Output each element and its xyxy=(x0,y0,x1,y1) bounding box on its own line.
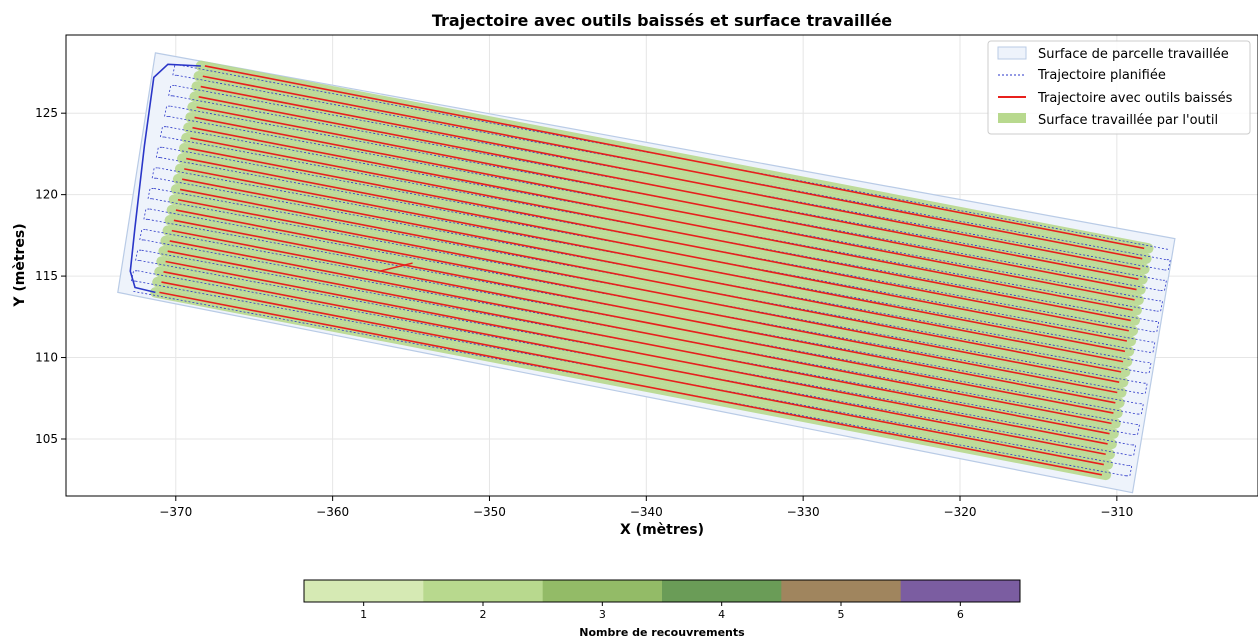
planned-turn xyxy=(1152,321,1160,333)
tool-pass xyxy=(165,260,1108,445)
tool-pass xyxy=(169,240,1112,425)
colorbar: 1 2 3 4 5 6 xyxy=(303,579,1021,621)
legend-label-tool: Trajectoire avec outils baissés xyxy=(1037,91,1233,106)
tool-pass xyxy=(198,96,1139,281)
colorbar-tick-label: 2 xyxy=(480,608,487,621)
colorbar-label: Nombre de recouvrements xyxy=(579,626,745,639)
planned-turn xyxy=(135,249,142,261)
colorbar-tick-label: 1 xyxy=(360,608,367,621)
x-tick-label: −340 xyxy=(630,505,663,519)
planned-turn xyxy=(147,188,155,200)
colorbar-segment xyxy=(662,580,782,602)
x-tick-label: −330 xyxy=(787,505,820,519)
planned-turn xyxy=(1133,423,1140,436)
tool-pass xyxy=(184,168,1126,353)
tool-pass xyxy=(190,137,1131,322)
tool-pass xyxy=(177,198,1120,383)
tool-pass xyxy=(188,147,1129,332)
tool-pass xyxy=(171,229,1114,414)
legend-label-worked: Surface travaillée par l'outil xyxy=(1038,113,1218,128)
y-axis-label: Y (mètres) xyxy=(12,223,28,307)
planned-turn xyxy=(1137,403,1144,415)
tool-pass xyxy=(175,209,1118,394)
y-axis-ticks: 105 110 115 120 125 xyxy=(35,106,66,446)
planned-turn xyxy=(168,85,175,97)
legend-label-planned: Trajectoire planifiée xyxy=(1037,68,1166,83)
x-axis-ticks: −370 −360 −350 −340 −330 −320 −310 xyxy=(159,496,1133,519)
y-tick-label: 110 xyxy=(35,351,58,365)
tool-pass xyxy=(159,291,1103,476)
x-tick-label: −360 xyxy=(316,505,349,519)
planned-turn xyxy=(1145,362,1152,374)
tool-pass xyxy=(202,75,1143,260)
planned-turn xyxy=(159,126,167,138)
chart-title: Trajectoire avec outils baissés et surfa… xyxy=(432,11,892,30)
planned-turn xyxy=(1164,259,1171,271)
x-axis-label: X (mètres) xyxy=(620,522,704,538)
colorbar-tick-label: 4 xyxy=(718,608,725,621)
headland-path xyxy=(129,63,201,294)
planned-turn xyxy=(139,229,146,241)
legend: Surface de parcelle travaillée Trajectoi… xyxy=(987,40,1251,135)
colorbar-segment xyxy=(542,580,663,602)
tool-trajectory xyxy=(159,65,1145,476)
tool-pass xyxy=(186,157,1128,342)
planned-turn xyxy=(164,105,171,117)
tool-pass xyxy=(200,85,1141,270)
y-tick-label: 120 xyxy=(35,188,58,202)
legend-swatch-parcel xyxy=(997,46,1027,60)
tool-pass xyxy=(204,65,1145,250)
x-tick-label: −310 xyxy=(1100,505,1133,519)
colorbar-segment xyxy=(304,580,424,602)
plot-frame xyxy=(65,34,1258,497)
x-tick-label: −370 xyxy=(159,505,192,519)
tool-pass xyxy=(181,178,1124,363)
tool-pass xyxy=(163,271,1106,456)
colorbar-segment xyxy=(781,580,902,602)
tool-stray-segment xyxy=(379,262,413,272)
planned-turn xyxy=(1148,341,1156,353)
colorbar-segment xyxy=(423,580,544,602)
y-tick-label: 105 xyxy=(35,432,58,446)
tool-pass xyxy=(194,116,1135,301)
tool-pass xyxy=(196,106,1137,291)
colorbar-tick-label: 3 xyxy=(599,608,606,621)
tool-pass xyxy=(167,250,1110,435)
planned-turn xyxy=(1129,444,1137,456)
tool-pass xyxy=(161,281,1104,466)
colorbar-segment xyxy=(900,580,1021,602)
planned-turn xyxy=(1160,279,1167,291)
y-tick-label: 115 xyxy=(35,269,58,283)
tool-pass xyxy=(179,188,1122,373)
colorbar-tick-label: 5 xyxy=(838,608,845,621)
x-tick-label: −350 xyxy=(473,505,506,519)
colorbar-tick-label: 6 xyxy=(957,608,964,621)
planned-turn xyxy=(143,208,150,220)
planned-turn xyxy=(155,146,163,158)
legend-swatch-worked xyxy=(998,113,1026,123)
planned-turn xyxy=(1125,465,1133,477)
colorbar-frame xyxy=(303,579,1021,603)
tool-pass xyxy=(173,219,1116,404)
legend-box xyxy=(987,40,1251,135)
x-tick-label: −320 xyxy=(944,505,977,519)
planned-turn xyxy=(151,167,159,179)
tool-pass xyxy=(192,126,1133,311)
planned-turn xyxy=(1156,300,1164,312)
legend-label-parcel: Surface de parcelle travaillée xyxy=(1038,47,1229,62)
y-tick-label: 125 xyxy=(35,106,58,120)
planned-turn xyxy=(1141,382,1148,394)
